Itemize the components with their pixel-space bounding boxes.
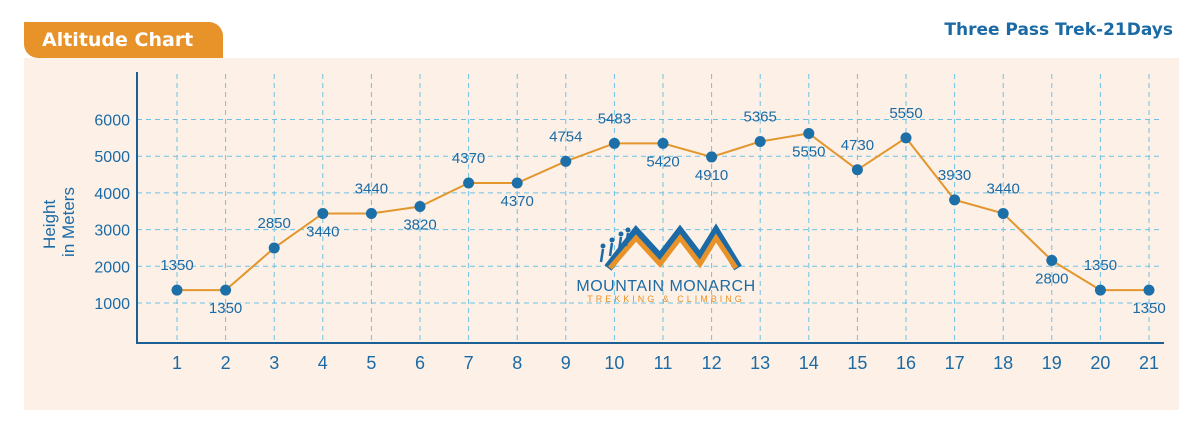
data-point <box>268 242 280 254</box>
x-tick-label: 12 <box>702 353 722 373</box>
data-point <box>1046 254 1058 266</box>
x-tick-label: 21 <box>1139 353 1159 373</box>
data-points <box>171 127 1155 296</box>
data-label: 5365 <box>744 109 777 126</box>
climber-icon <box>625 227 631 233</box>
y-tick-label: 1000 <box>94 296 130 313</box>
y-axis-title-line1: Height <box>40 200 59 249</box>
data-label: 3820 <box>403 216 436 233</box>
climber-icon <box>609 237 615 243</box>
data-point <box>365 207 377 219</box>
data-label: 3930 <box>938 167 971 184</box>
brand-logo: MOUNTAIN MONARCH TREKKING & CLIMBING <box>576 223 755 304</box>
data-label: 1350 <box>1132 300 1165 317</box>
mountain-logo-icon <box>599 223 742 271</box>
data-point <box>463 177 475 189</box>
x-tick-label: 7 <box>464 353 474 373</box>
data-label: 3440 <box>306 223 339 240</box>
x-tick-label: 18 <box>993 353 1013 373</box>
x-tick-label: 16 <box>896 353 916 373</box>
data-point <box>706 151 718 163</box>
data-point <box>900 132 912 144</box>
y-tick-label: 4000 <box>94 186 130 203</box>
x-tick-label: 9 <box>561 353 571 373</box>
data-labels: 1350 1350 2850 3440 3440 3820 4370 4370 4754 5483… <box>160 105 1165 317</box>
x-tick-label: 10 <box>604 353 624 373</box>
x-tick-labels: 1 2 3 4 5 6 7 8 9 10 11 12 13 14 15 16 17 18 19 20 21 <box>172 353 1159 373</box>
data-label: 1350 <box>160 257 193 274</box>
data-label: 5550 <box>792 143 825 160</box>
y-tick-label: 6000 <box>94 113 130 130</box>
x-tick-label: 17 <box>945 353 965 373</box>
data-label: 3440 <box>355 180 388 197</box>
data-label: 5483 <box>598 110 631 127</box>
axes <box>136 72 1164 344</box>
y-axis-title: Height in Meters <box>40 187 78 257</box>
data-point <box>511 177 523 189</box>
trek-title: Three Pass Trek-21Days <box>944 20 1173 40</box>
data-label: 2850 <box>258 215 291 232</box>
y-axis-title-line2: in Meters <box>59 187 78 257</box>
x-tick-label: 19 <box>1042 353 1062 373</box>
x-tick-label: 11 <box>654 353 673 373</box>
x-tick-label: 5 <box>366 353 376 373</box>
data-point <box>220 284 232 296</box>
logo-name: MOUNTAIN MONARCH <box>576 278 755 295</box>
y-tick-labels: 1000 2000 3000 4000 5000 6000 <box>94 113 130 314</box>
data-label: 1350 <box>209 300 242 317</box>
x-tick-label: 8 <box>512 353 522 373</box>
data-label: 3440 <box>987 180 1020 197</box>
data-point <box>851 164 863 176</box>
x-tick-label: 3 <box>269 353 279 373</box>
x-tick-label: 2 <box>221 353 231 373</box>
x-tick-label: 4 <box>318 353 328 373</box>
x-tick-label: 15 <box>847 353 867 373</box>
data-point <box>1094 284 1106 296</box>
chart-title-tab: Altitude Chart <box>24 22 223 58</box>
data-point <box>1143 284 1155 296</box>
data-point <box>754 136 766 148</box>
y-tick-label: 2000 <box>94 259 130 276</box>
data-point <box>657 137 669 149</box>
x-tick-label: 6 <box>415 353 425 373</box>
data-label: 2800 <box>1035 270 1068 287</box>
climber-icon <box>600 243 606 249</box>
data-label: 4910 <box>695 167 728 184</box>
data-point <box>949 194 961 206</box>
data-label: 4754 <box>549 128 582 145</box>
logo-tagline: TREKKING & CLIMBING <box>587 294 745 304</box>
x-tick-label: 20 <box>1090 353 1110 373</box>
data-point <box>560 155 572 167</box>
data-label: 4370 <box>452 150 485 167</box>
y-tick-label: 5000 <box>94 149 130 166</box>
y-tick-label: 3000 <box>94 223 130 240</box>
data-label: 4370 <box>501 193 534 210</box>
data-point <box>317 207 329 219</box>
climber-icon <box>618 231 624 237</box>
x-tick-label: 1 <box>172 353 182 373</box>
data-point <box>803 127 815 139</box>
data-point <box>414 200 426 212</box>
data-point <box>997 207 1009 219</box>
x-tick-label: 13 <box>750 353 770 373</box>
chart-panel <box>24 58 1179 410</box>
data-label: 1350 <box>1084 257 1117 274</box>
x-tick-label: 14 <box>799 353 819 373</box>
data-label: 4730 <box>841 137 874 154</box>
data-point <box>171 284 183 296</box>
data-label: 5550 <box>889 105 922 122</box>
data-label: 5420 <box>646 153 679 170</box>
data-point <box>608 137 620 149</box>
